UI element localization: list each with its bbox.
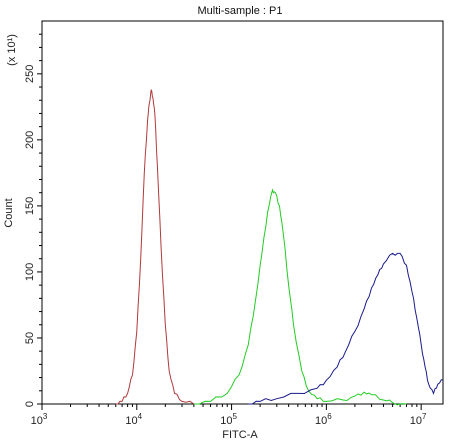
y-tick-label: 100	[24, 263, 36, 281]
x-axis-title: FITC-A	[222, 429, 258, 441]
x-tick-label: 105	[220, 412, 237, 427]
x-tick-label: 106	[315, 412, 332, 427]
y-tick-label: 50	[24, 332, 36, 344]
series-line-3	[248, 252, 444, 405]
chart-title: Multi-sample : P1	[198, 5, 283, 17]
x-tick-label: 104	[125, 412, 142, 427]
y-tick-label: 150	[24, 197, 36, 215]
series-line-1	[115, 89, 195, 405]
y-tick-label: 200	[24, 131, 36, 149]
y-multiplier-label: (x 10¹)	[6, 34, 18, 66]
series-line-2	[193, 188, 407, 406]
plot-frame	[41, 20, 444, 405]
y-tick-label: 0	[24, 401, 36, 407]
y-axis-title: Count	[3, 198, 15, 227]
x-tick-label: 103	[31, 412, 48, 427]
plot-area: 0 50 100 150 200 250 103 104 105 106 107	[24, 20, 444, 427]
x-tick-label: 107	[410, 412, 427, 427]
y-tick-label: 250	[24, 65, 36, 83]
